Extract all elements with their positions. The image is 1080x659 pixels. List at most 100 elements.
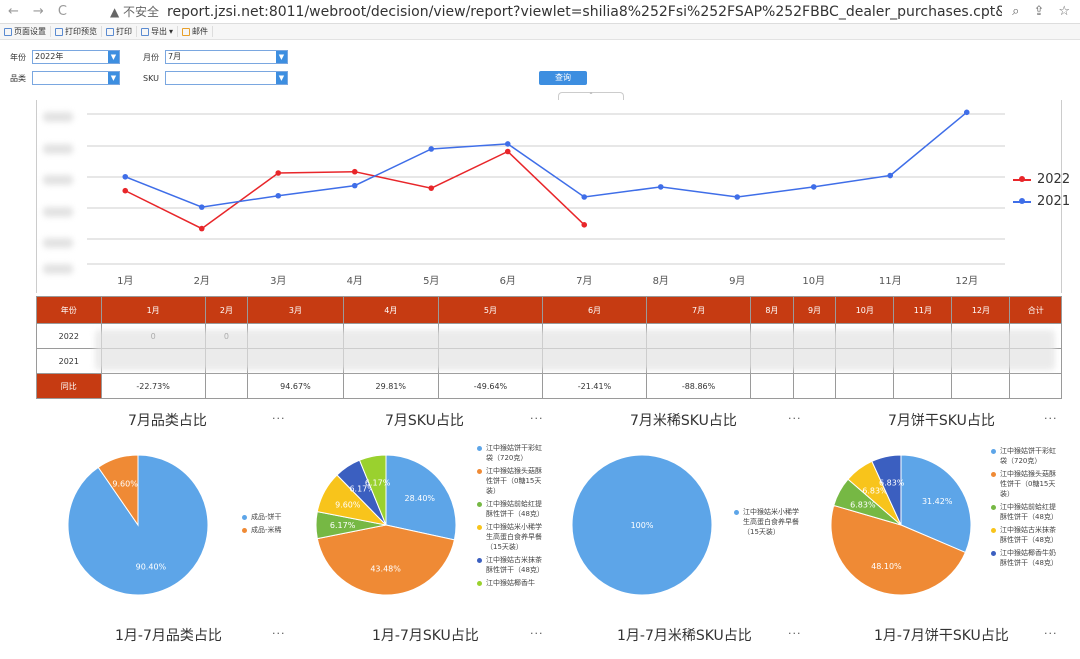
chevron-down-icon[interactable]: ▼: [276, 72, 287, 84]
data-point[interactable]: [198, 204, 205, 210]
legend-item[interactable]: 江中猴姑椰香牛奶酥性饼干（48克）: [991, 548, 1061, 568]
slice-label: 43.48%: [370, 564, 401, 573]
data-point[interactable]: [504, 141, 511, 147]
mail-icon: [182, 27, 191, 36]
data-point[interactable]: [734, 194, 741, 200]
data-point[interactable]: [504, 148, 511, 155]
chevron-down-icon[interactable]: ▼: [108, 51, 119, 63]
legend-marker: [1013, 175, 1031, 182]
data-point[interactable]: [275, 192, 282, 199]
more-menu-icon[interactable]: ···: [530, 627, 544, 640]
legend-item[interactable]: 江中猴姑米小稀学生高蛋白食养早餐（15天装）: [477, 522, 547, 552]
email-button[interactable]: 邮件: [178, 26, 214, 37]
more-menu-icon[interactable]: ···: [272, 412, 286, 425]
data-point[interactable]: [275, 170, 282, 176]
legend-item[interactable]: 江中猴姑猴头菇酥性饼干（0糖15天装）: [991, 469, 1061, 499]
legend-label: 2021: [1037, 194, 1071, 209]
category-select[interactable]: ▼: [32, 71, 120, 85]
legend-item[interactable]: 江中猴姑饼干彩虹袋（720克）: [991, 446, 1061, 466]
legend-label: 江中猴姑古米抹茶酥性饼干（48克）: [486, 556, 544, 574]
legend-item[interactable]: 江中猴姑椰香牛: [477, 578, 547, 588]
legend-dot: [991, 551, 996, 556]
table-cell: -49.64%: [437, 373, 543, 399]
data-point[interactable]: [351, 168, 358, 175]
legend-item[interactable]: 江中猴姑前蛤红提酥性饼干（48克）: [991, 502, 1061, 522]
legend-item[interactable]: 成品-饼干: [242, 512, 302, 522]
data-point[interactable]: [122, 187, 129, 194]
legend-item[interactable]: 江中猴姑饼干彩虹袋（720克）: [477, 443, 547, 463]
month-select[interactable]: 7月 ▼: [165, 50, 288, 64]
page-setup-button[interactable]: 页面设置: [0, 26, 51, 37]
more-menu-icon[interactable]: ···: [788, 412, 802, 425]
legend-item[interactable]: 江中猴姑米小稀学生高蛋白食养早餐（15天装）: [734, 507, 804, 537]
pie-slice[interactable]: [358, 454, 387, 526]
x-tick-label: 7月: [576, 275, 592, 287]
x-tick-label: 9月: [729, 275, 745, 287]
browser-address-bar: ← → C ▲ 不安全 report.jzsi.net:8011/webroot…: [0, 0, 1080, 24]
security-indicator[interactable]: ▲ 不安全: [110, 5, 160, 19]
year-label: 年份: [10, 52, 26, 62]
pie-slice[interactable]: [571, 454, 713, 596]
legend-label: 成品-米稀: [251, 526, 282, 534]
reload-icon[interactable]: C: [57, 4, 67, 19]
chevron-down-icon[interactable]: ▼: [108, 72, 119, 84]
share-icon[interactable]: ⇪: [1033, 4, 1045, 19]
pie-slice[interactable]: [900, 454, 972, 554]
more-menu-icon[interactable]: ···: [272, 627, 286, 640]
data-point[interactable]: [351, 182, 358, 189]
legend-dot: [477, 558, 482, 563]
collapse-handle[interactable]: ⌃: [558, 92, 624, 100]
legend-item[interactable]: 江中猴姑前蛤红提酥性饼干（48克）: [477, 499, 547, 519]
legend-item[interactable]: 成品-米稀: [242, 525, 302, 535]
legend-item-2022[interactable]: 2022: [1013, 172, 1070, 187]
data-point[interactable]: [887, 172, 894, 179]
sku-select[interactable]: ▼: [165, 71, 288, 85]
data-point[interactable]: [963, 109, 970, 116]
pie-slice[interactable]: [97, 454, 139, 527]
data-point[interactable]: [122, 173, 129, 180]
forward-icon[interactable]: →: [32, 4, 44, 19]
legend-dot: [477, 525, 482, 530]
pie-chart-mixi: 100%: [571, 454, 713, 596]
pie-slice[interactable]: [871, 454, 902, 526]
pie-slice[interactable]: [316, 524, 456, 596]
line-chart-panel: 1月 2月 3月 4月 5月 6月 7月 8月 9月 10月 11月 12月 2022 2021: [36, 100, 1070, 293]
export-button[interactable]: 导出 ▾: [137, 26, 179, 37]
legend-label: 2022: [1037, 172, 1071, 187]
data-point[interactable]: [657, 184, 664, 190]
x-tick-label: 11月: [879, 275, 902, 287]
data-point[interactable]: [810, 184, 817, 190]
data-point[interactable]: [428, 146, 435, 152]
print-preview-button[interactable]: 打印预览: [51, 26, 102, 37]
data-point[interactable]: [428, 185, 435, 191]
url-text[interactable]: report.jzsi.net:8011/webroot/decision/vi…: [167, 3, 1003, 20]
pie-slice[interactable]: [830, 504, 967, 596]
pie-slice[interactable]: [385, 454, 457, 541]
search-icon[interactable]: ⌕: [1012, 4, 1020, 19]
legend-item-2021[interactable]: 2021: [1013, 194, 1070, 209]
pie-chart-category: 90.40% 9.60%: [67, 454, 209, 596]
slice-label: 6.17%: [365, 478, 391, 487]
x-tick-label: 8月: [653, 275, 669, 287]
chevron-down-icon[interactable]: ▼: [276, 51, 287, 63]
month-label: 月份: [143, 52, 159, 62]
more-menu-icon[interactable]: ···: [1044, 412, 1058, 425]
legend-item[interactable]: 江中猴姑古米抹茶酥性饼干（48克）: [477, 555, 547, 575]
data-point[interactable]: [581, 194, 588, 200]
legend-item[interactable]: 江中猴姑猴头菇酥性饼干（0糖15天装）: [477, 466, 547, 496]
star-icon[interactable]: ☆: [1058, 4, 1070, 19]
slice-label: 6.83%: [850, 500, 876, 509]
legend-label: 江中猴姑米小稀学生高蛋白食养早餐（15天装）: [486, 523, 542, 551]
more-menu-icon[interactable]: ···: [530, 412, 544, 425]
query-button[interactable]: 查询: [539, 71, 587, 85]
data-point[interactable]: [581, 222, 588, 228]
x-tick-label: 6月: [500, 275, 516, 287]
legend-item[interactable]: 江中猴姑古米抹茶酥性饼干（48克）: [991, 525, 1061, 545]
col-header: 年份: [36, 296, 102, 324]
more-menu-icon[interactable]: ···: [1044, 627, 1058, 640]
more-menu-icon[interactable]: ···: [788, 627, 802, 640]
year-select[interactable]: 2022年 ▼: [32, 50, 120, 64]
data-point[interactable]: [198, 225, 205, 232]
back-icon[interactable]: ←: [8, 4, 19, 19]
print-button[interactable]: 打印: [102, 26, 137, 37]
